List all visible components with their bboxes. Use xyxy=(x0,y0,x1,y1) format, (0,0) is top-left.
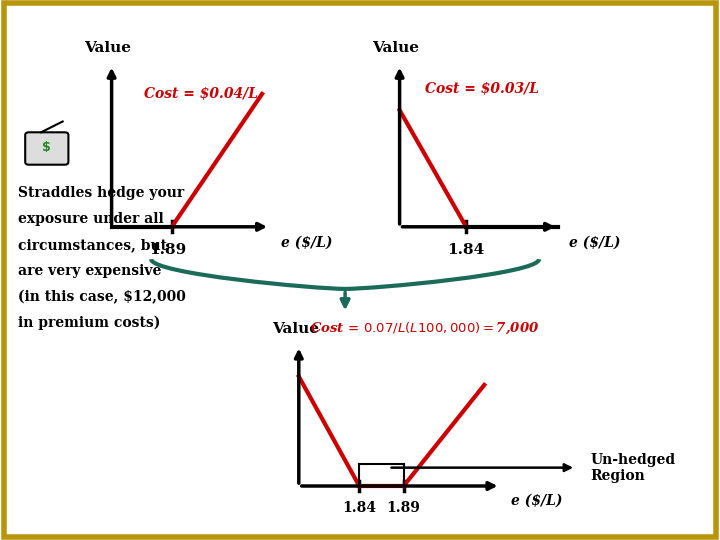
Text: Cost = $0.04/L: Cost = $0.04/L xyxy=(144,87,258,101)
Text: 1.84: 1.84 xyxy=(342,501,377,515)
Text: e ($/L): e ($/L) xyxy=(569,236,621,250)
Text: e ($/L): e ($/L) xyxy=(281,236,333,250)
Text: 1.84: 1.84 xyxy=(448,243,485,257)
Text: Un-hedged
Region: Un-hedged Region xyxy=(590,453,675,483)
Text: exposure under all: exposure under all xyxy=(18,212,163,226)
Text: circumstances, but: circumstances, but xyxy=(18,238,167,252)
Text: Value: Value xyxy=(372,41,420,55)
Text: 1.89: 1.89 xyxy=(387,501,420,515)
Text: 1.89: 1.89 xyxy=(150,243,186,257)
Text: Straddles hedge your: Straddles hedge your xyxy=(18,186,184,200)
Text: Value: Value xyxy=(271,322,319,336)
Text: Cost = $0.07/L(L 100,000) = $7,000: Cost = $0.07/L(L 100,000) = $7,000 xyxy=(310,320,539,336)
Text: e ($/L): e ($/L) xyxy=(511,494,563,508)
Text: (in this case, $12,000: (in this case, $12,000 xyxy=(18,290,186,304)
Text: Cost = $0.03/L: Cost = $0.03/L xyxy=(425,82,539,96)
Text: $: $ xyxy=(42,141,51,154)
Text: are very expensive: are very expensive xyxy=(18,264,161,278)
Text: in premium costs): in premium costs) xyxy=(18,316,161,330)
FancyBboxPatch shape xyxy=(25,132,68,165)
Text: Value: Value xyxy=(84,41,132,55)
